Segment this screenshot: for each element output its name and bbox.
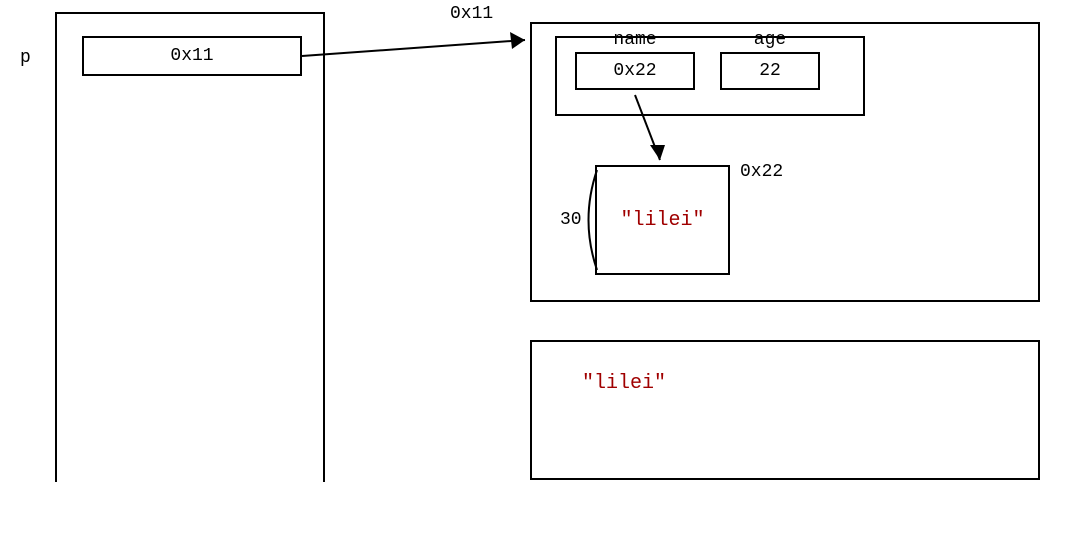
bottom-box-value: "lilei" [582, 372, 666, 395]
stack-frame-top-border [55, 12, 325, 14]
age-label: age [720, 30, 820, 50]
name-value-box: 0x22 [575, 52, 695, 90]
name-value: 0x22 [613, 61, 656, 81]
pointer-p-label: p [20, 48, 31, 68]
pointer-p-box: 0x11 [82, 36, 302, 76]
string-address-label: 0x22 [740, 162, 783, 182]
string-box: "lilei" [595, 165, 730, 275]
name-field: name 0x22 [575, 30, 695, 90]
stack-frame-left-border [55, 12, 57, 482]
bottom-box: "lilei" [530, 340, 1040, 480]
stack-frame-right-border [323, 12, 325, 482]
arrow1-label: 0x11 [450, 4, 493, 24]
age-value-box: 22 [720, 52, 820, 90]
string-length-label: 30 [560, 210, 582, 230]
name-label: name [575, 30, 695, 50]
age-value: 22 [759, 61, 781, 81]
pointer-p-value: 0x11 [170, 46, 213, 66]
age-field: age 22 [720, 30, 820, 90]
string-value: "lilei" [620, 209, 704, 232]
